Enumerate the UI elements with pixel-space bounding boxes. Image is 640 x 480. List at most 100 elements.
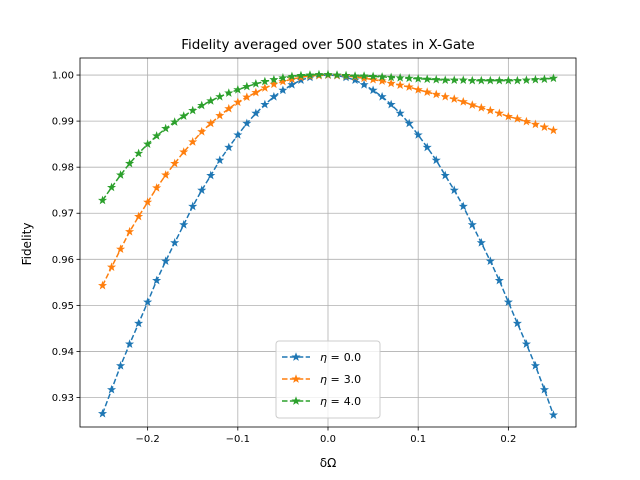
- data-point: [161, 123, 171, 133]
- data-point: [224, 142, 234, 152]
- data-point: [179, 111, 189, 120]
- data-point: [116, 244, 126, 254]
- data-point: [449, 94, 459, 103]
- data-point: [485, 75, 495, 85]
- data-point: [224, 103, 234, 113]
- data-point: [125, 226, 135, 236]
- data-point: [521, 116, 531, 126]
- data-point: [260, 99, 270, 109]
- legend: η = 0.0 η = 3.0 η = 4.0: [275, 340, 381, 419]
- data-point: [278, 85, 288, 95]
- data-point: [494, 75, 504, 85]
- data-point: [305, 70, 315, 79]
- data-point: [458, 96, 468, 106]
- data-point: [503, 111, 513, 121]
- data-point: [215, 110, 225, 120]
- data-point: [206, 170, 216, 180]
- data-point: [116, 170, 126, 179]
- data-point: [332, 70, 342, 79]
- data-point: [359, 79, 369, 89]
- y-tick-label: 1.00: [52, 71, 74, 82]
- data-point: [341, 70, 351, 80]
- data-point: [215, 91, 225, 101]
- data-point: [224, 88, 234, 97]
- data-point: [368, 85, 378, 95]
- data-point: [422, 74, 432, 84]
- data-point: [377, 91, 387, 101]
- data-point: [440, 75, 450, 84]
- chart-title: Fidelity averaged over 500 states in X-G…: [181, 37, 474, 53]
- data-point: [449, 75, 459, 84]
- data-point: [260, 76, 270, 86]
- y-tick-label: 0.97: [52, 209, 74, 220]
- legend-marker: [291, 352, 301, 361]
- data-point: [458, 201, 468, 211]
- data-point: [125, 339, 135, 348]
- data-point: [269, 74, 279, 84]
- data-point: [152, 131, 162, 140]
- data-point: [512, 318, 522, 328]
- data-point: [251, 87, 261, 97]
- data-point: [413, 85, 423, 94]
- data-point: [512, 114, 522, 123]
- data-point: [395, 80, 405, 90]
- legend-marker: [291, 374, 301, 383]
- data-point: [152, 183, 162, 192]
- data-point: [512, 75, 522, 85]
- data-point: [287, 74, 297, 84]
- data-point: [530, 74, 540, 84]
- data-point: [179, 219, 189, 229]
- data-point: [449, 185, 459, 195]
- data-point: [350, 75, 360, 84]
- data-point: [107, 384, 117, 394]
- data-point: [314, 69, 324, 79]
- data-point: [188, 137, 198, 146]
- data-point: [287, 79, 297, 89]
- data-point: [269, 79, 279, 89]
- data-point: [350, 71, 360, 80]
- data-point: [161, 256, 171, 266]
- data-point: [368, 71, 378, 81]
- x-tick-label: 0.1: [410, 434, 426, 445]
- data-point: [413, 130, 423, 139]
- data-point: [485, 256, 495, 266]
- data-point: [107, 182, 117, 192]
- data-point: [269, 91, 279, 101]
- data-point: [467, 75, 477, 85]
- data-point: [431, 155, 441, 165]
- data-point: [260, 83, 270, 92]
- y-axis-ticks: 0.93 0.94 0.95 0.96 0.97 0.98 0.99 1.00: [52, 71, 80, 404]
- data-point: [521, 339, 531, 348]
- data-point: [242, 92, 252, 102]
- data-point: [206, 96, 216, 105]
- data-point: [422, 87, 432, 96]
- x-axis-label: δΩ: [320, 456, 337, 470]
- data-point: [134, 148, 144, 158]
- data-point: [548, 410, 558, 419]
- data-point: [233, 85, 243, 94]
- grid-lines: [80, 58, 576, 427]
- legend-entry: η = 3.0: [282, 373, 361, 386]
- data-point: [296, 75, 306, 84]
- data-point: [233, 130, 243, 139]
- data-point: [97, 408, 108, 418]
- legend-label: η = 0.0: [320, 351, 361, 364]
- data-point: [170, 158, 180, 168]
- data-point: [242, 118, 252, 128]
- x-tick-label: −0.1: [226, 434, 250, 445]
- data-point: [494, 275, 504, 285]
- data-point: [386, 78, 396, 88]
- legend-entry: η = 0.0: [282, 351, 361, 364]
- y-axis-label: Fidelity: [20, 223, 34, 266]
- data-point: [548, 125, 558, 135]
- data-point: [197, 100, 207, 110]
- data-point: [395, 73, 405, 82]
- data-point: [440, 91, 450, 101]
- data-point: [215, 155, 225, 165]
- data-point: [539, 384, 549, 394]
- data-point: [197, 185, 207, 195]
- data-point: [251, 108, 261, 118]
- data-point: [179, 147, 189, 156]
- data-point: [242, 81, 252, 91]
